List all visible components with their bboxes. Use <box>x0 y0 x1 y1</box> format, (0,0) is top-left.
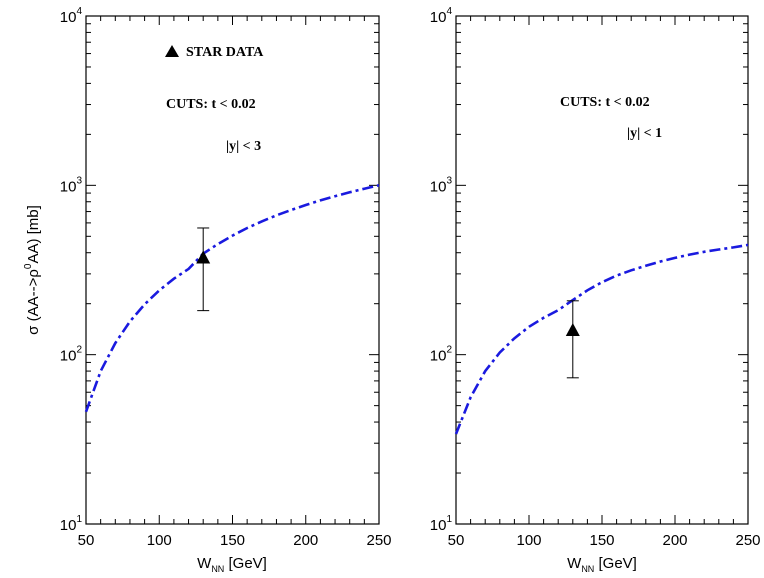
y-tick-exponent: 1 <box>446 514 452 525</box>
x-axis-label: WNN [GeV] <box>567 555 637 574</box>
ticks <box>85 15 380 525</box>
y-tick-base: 10 <box>430 9 447 26</box>
x-tick-label: 50 <box>78 532 95 549</box>
x-axis-label: WNN [GeV] <box>197 555 267 574</box>
y-tick-label: 102 <box>60 345 83 365</box>
x-axis-label-subscript: NN <box>211 564 224 574</box>
y-tick-labels: 101 102 103 104 <box>430 6 453 534</box>
y-tick-label: 102 <box>430 345 453 365</box>
y-tick-label: 101 <box>60 514 83 534</box>
legend-triangle-marker <box>165 45 179 57</box>
left-panel: 50 100 150 200 250 101 102 103 104 STAR … <box>23 6 392 574</box>
x-tick-label: 50 <box>448 532 465 549</box>
y-tick-exponent: 4 <box>76 6 82 17</box>
y-tick-exponent: 2 <box>446 345 452 356</box>
x-tick-label: 250 <box>366 532 391 549</box>
y-tick-base: 10 <box>60 348 77 365</box>
plot-frame <box>85 15 380 525</box>
star-data-point <box>196 227 211 312</box>
x-tick-label: 100 <box>516 532 541 549</box>
x-tick-labels: 50 100 150 200 250 <box>448 532 761 549</box>
ticks <box>455 15 749 525</box>
y-tick-base: 10 <box>430 348 447 365</box>
y-tick-base: 10 <box>60 517 77 534</box>
x-axis-label-unit: [GeV] <box>224 555 267 572</box>
plot-frame <box>455 15 749 525</box>
y-tick-exponent: 3 <box>446 175 452 186</box>
triangle-marker <box>196 250 211 264</box>
x-tick-label: 200 <box>293 532 318 549</box>
x-tick-label: 100 <box>147 532 172 549</box>
y-axis-label: σ (AA-->ρ0AA) [mb] <box>23 205 42 335</box>
x-axis-label-unit: [GeV] <box>594 555 637 572</box>
rapidity-label: |y| < 1 <box>627 126 662 141</box>
y-tick-labels: 101 102 103 104 <box>60 6 83 534</box>
y-tick-base: 10 <box>430 517 447 534</box>
x-axis-label-main: W <box>197 555 212 572</box>
right-panel: 50 100 150 200 250 101 102 103 104 CUTS:… <box>430 6 761 574</box>
x-axis-label-subscript: NN <box>581 564 594 574</box>
theory-curve <box>84 184 380 413</box>
y-tick-label: 103 <box>430 175 453 195</box>
legend-label: STAR DATA <box>186 45 264 60</box>
x-tick-labels: 50 100 150 200 250 <box>78 532 392 549</box>
y-tick-exponent: 1 <box>76 514 82 525</box>
x-axis-label-main: W <box>567 555 582 572</box>
rapidity-label: |y| < 3 <box>226 139 261 154</box>
y-tick-label: 103 <box>60 175 83 195</box>
y-axis-label-post: AA) [mb] <box>25 205 42 263</box>
y-tick-base: 10 <box>60 9 77 26</box>
theory-curve <box>454 243 749 435</box>
x-tick-label: 150 <box>589 532 614 549</box>
star-data-point <box>565 300 580 379</box>
y-tick-base: 10 <box>60 178 77 195</box>
y-axis-label-pre: σ (AA-->ρ <box>25 269 42 335</box>
x-tick-label: 200 <box>662 532 687 549</box>
cuts-label: CUTS: t < 0.02 <box>166 97 256 112</box>
y-axis-label-superscript: 0 <box>23 263 34 269</box>
y-tick-exponent: 4 <box>446 6 452 17</box>
x-tick-label: 150 <box>220 532 245 549</box>
triangle-marker <box>565 322 580 336</box>
y-tick-label: 104 <box>430 6 453 26</box>
y-tick-label: 101 <box>430 514 453 534</box>
y-tick-base: 10 <box>430 178 447 195</box>
y-tick-exponent: 3 <box>76 175 82 186</box>
y-tick-label: 104 <box>60 6 83 26</box>
cuts-label: CUTS: t < 0.02 <box>560 95 650 110</box>
x-tick-label: 250 <box>735 532 760 549</box>
y-tick-exponent: 2 <box>76 345 82 356</box>
